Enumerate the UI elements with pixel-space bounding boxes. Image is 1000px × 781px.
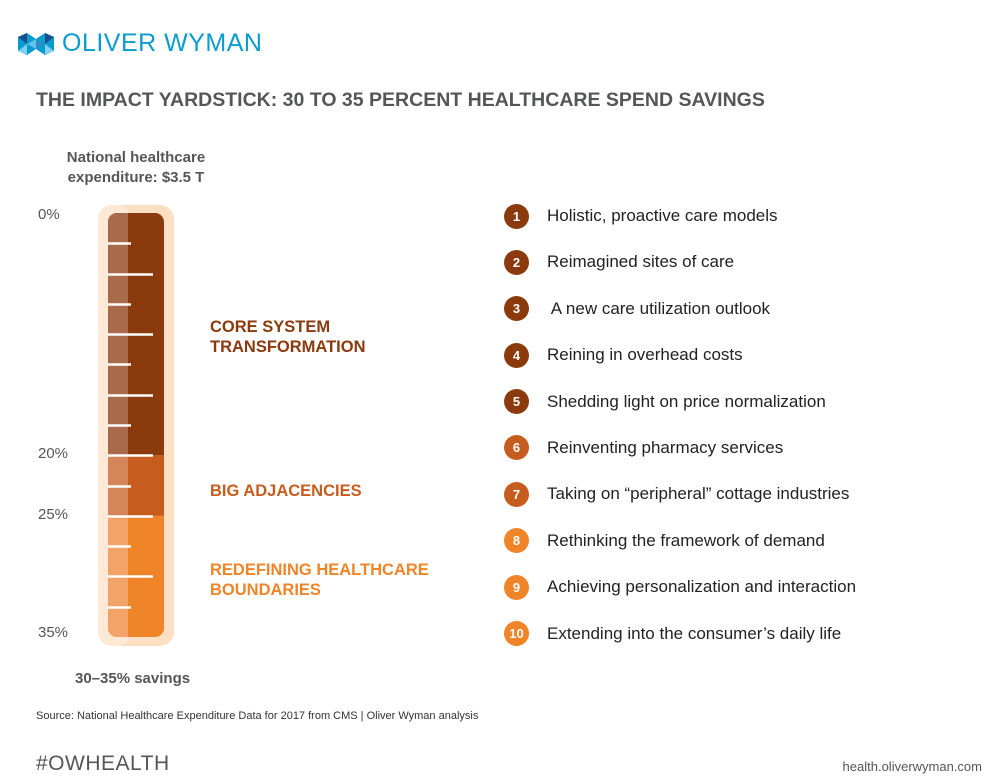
total-label-line-2: expenditure: $3.5 T — [67, 169, 205, 186]
number-badge: 9 — [504, 574, 529, 600]
list-item: 3 A new care utilization outlook — [504, 296, 856, 322]
y-tick-label-35: 35% — [38, 624, 69, 641]
list-item-text: Reining in overhead costs — [547, 345, 743, 365]
list-item-text: A new care utilization outlook — [547, 298, 771, 318]
tier1-line-1: CORE SYSTEM — [210, 318, 331, 336]
number-badge: 1 — [504, 203, 529, 229]
number-badge: 5 — [504, 389, 529, 415]
list-item: 5 Shedding light on price normalization — [504, 389, 856, 415]
website-link[interactable]: health.oliverwyman.com — [842, 759, 982, 774]
list-item: 7 Taking on “peripheral” cottage industri… — [504, 481, 856, 507]
page-title: THE IMPACT YARDSTICK: 30 TO 35 PERCENT H… — [36, 89, 765, 111]
number-badge: 6 — [504, 435, 529, 461]
list-item: 6 Reinventing pharmacy services — [504, 435, 856, 461]
number-badge: 4 — [504, 342, 529, 368]
source-note: Source: National Healthcare Expenditure … — [36, 710, 479, 722]
brand-header: OLIVER WYMAN — [18, 29, 262, 58]
y-tick-label-0: 0% — [38, 206, 60, 223]
list-item-text: Reimagined sites of care — [547, 252, 735, 272]
list-item-text: Holistic, proactive care models — [547, 206, 778, 225]
list-item-text: Achieving personalization and interactio… — [547, 577, 857, 597]
initiatives-list: 1 Holistic, proactive care models 2 Reimag… — [504, 203, 856, 667]
tier-label-big-adjacencies: BIG ADJACENCIES — [210, 481, 362, 501]
tier2-line-1: BIG ADJACENCIES — [210, 482, 362, 500]
y-tick-label-20: 20% — [38, 445, 69, 463]
number-badge: 7 — [504, 481, 529, 507]
number-badge: 3 — [504, 296, 529, 322]
brand-name: OLIVER WYMAN — [62, 29, 263, 57]
list-item: 8 Rethinking the framework of demand — [504, 528, 856, 554]
oliver-wyman-logo-icon — [18, 32, 54, 55]
tier1-line-2: TRANSFORMATION — [210, 338, 366, 356]
number-badge: 10 — [504, 621, 529, 647]
list-item: 4 Reining in overhead costs — [504, 342, 856, 368]
list-item: 10 Extending into the consumer’s daily li… — [504, 621, 856, 647]
hashtag: #OWHEALTH — [36, 752, 170, 775]
number-badge: 8 — [504, 528, 529, 554]
chart-total-label: National healthcare expenditure: $3.5 T — [36, 148, 236, 188]
list-item: 9 Achieving personalization and interacti… — [504, 574, 856, 600]
tier3-line-2: BOUNDARIES — [210, 581, 321, 599]
list-item-text: Extending into the consumer’s daily life — [547, 623, 842, 643]
tier-label-core-system-transformation: CORE SYSTEM TRANSFORMATION — [210, 317, 366, 357]
total-label-line-1: National healthcare — [66, 149, 206, 166]
tier-label-redefining-boundaries: REDEFINING HEALTHCARE BOUNDARIES — [210, 560, 429, 600]
list-item-text: Taking on “peripheral” cottage industrie… — [547, 484, 850, 504]
x-axis-label-savings: 30–35% savings — [75, 670, 191, 687]
y-tick-label-25: 25% — [38, 505, 69, 523]
list-item-text: Reinventing pharmacy services — [547, 437, 784, 457]
number-badge: 2 — [504, 249, 529, 275]
list-item-text: Shedding light on price normalization — [547, 391, 826, 411]
list-item: 2 Reimagined sites of care — [504, 249, 856, 275]
list-item: 1 Holistic, proactive care models — [504, 203, 856, 229]
list-item-text: Rethinking the framework of demand — [547, 530, 825, 550]
tier3-line-1: REDEFINING HEALTHCARE — [210, 561, 429, 579]
